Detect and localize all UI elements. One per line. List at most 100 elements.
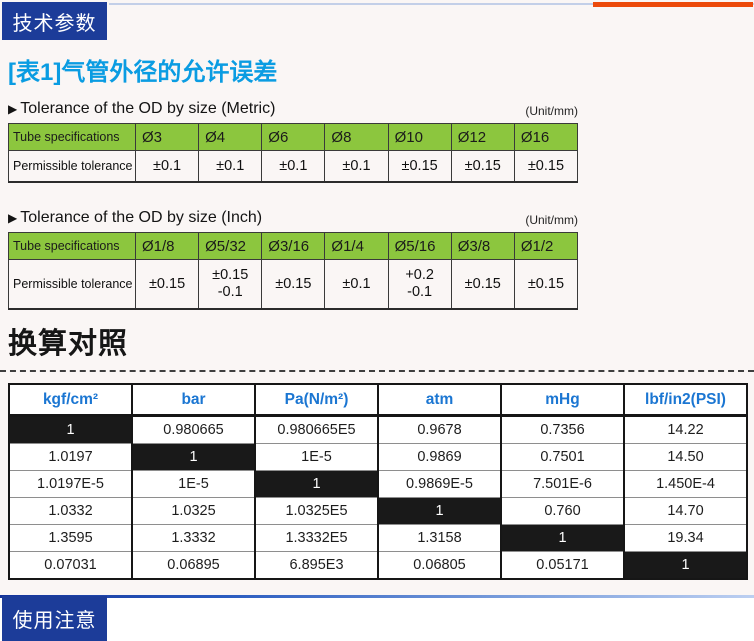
spec-size-cell: Ø12: [450, 123, 515, 151]
metric-caption-row: ▶ Tolerance of the OD by size (Metric) (U…: [8, 100, 578, 118]
conv-value-cell: 1.3158: [377, 524, 501, 552]
conv-value-cell: 0.7356: [500, 415, 624, 444]
conv-data-row: 1.3595 1.3332 1.3332E5 1.3158 1 19.34: [8, 524, 747, 552]
metric-caption-text: Tolerance of the OD by size (Metric): [20, 100, 276, 117]
spec-size-cell: Ø1/2: [513, 232, 579, 260]
spec-size-cell: Ø1/8: [134, 232, 200, 260]
spec-size-cell: Ø10: [387, 123, 452, 151]
conv-value-cell: 1E-5: [131, 470, 255, 498]
metric-unit-note: (Unit/mm): [525, 104, 578, 118]
page-bottom-strip: 使用注意: [0, 595, 754, 641]
conv-value-cell: 1.450E-4: [623, 470, 747, 498]
conv-header-cell: lbf/in2(PSI): [623, 384, 747, 417]
spec-size-cell: Ø16: [513, 123, 579, 151]
metric-caption: ▶ Tolerance of the OD by size (Metric): [8, 100, 275, 118]
inch-tolerance-table: Tube specifications Ø1/8 Ø5/32 Ø3/16 Ø1/4 Ø5/…: [8, 232, 579, 310]
top-divider-orange-segment: [593, 2, 753, 7]
spec-size-cell: Ø5/16: [387, 232, 452, 260]
top-divider-line: [109, 3, 754, 5]
conv-value-cell: 0.06805: [377, 551, 501, 579]
conv-diagonal-one-cell: 1: [500, 524, 624, 552]
spec-size-cell: Ø5/32: [198, 232, 263, 260]
conv-value-cell: 0.05171: [500, 551, 624, 579]
conv-value-cell: 1.0325E5: [254, 497, 378, 525]
conv-value-cell: 7.501E-6: [500, 470, 624, 498]
conv-value-cell: 1.0197: [8, 443, 132, 471]
unit-conversion-table: kgf/cm² bar Pa(N/m²) atm mHg lbf/in2(PSI) 1 0.9…: [8, 383, 748, 580]
inch-caption-row: ▶ Tolerance of the OD by size (Inch) (Uni…: [8, 209, 578, 227]
conv-value-cell: 0.980665: [131, 415, 255, 444]
spec-header-label-cell: Tube specifications: [8, 232, 136, 260]
spec-tolerance-cell: +0.2 -0.1: [387, 259, 452, 310]
inch-caption-text: Tolerance of the OD by size (Inch): [20, 209, 263, 226]
conv-value-cell: 1.0332: [8, 497, 132, 525]
spec-size-cell: Ø8: [324, 123, 389, 151]
dashed-divider: [0, 370, 754, 372]
spec-tolerance-cell: ±0.1: [324, 150, 389, 183]
spec-tolerance-cell: ±0.15: [513, 150, 579, 183]
conv-data-row: 1.0197 1 1E-5 0.9869 0.7501 14.50: [8, 443, 747, 471]
conv-data-row: 0.07031 0.06895 6.895E3 0.06805 0.05171 1: [8, 551, 747, 579]
conv-data-row: 1 0.980665 0.980665E5 0.9678 0.7356 14.22: [8, 415, 747, 444]
section-tab-label: 使用注意: [12, 610, 97, 632]
conv-diagonal-one-cell: 1: [8, 415, 132, 444]
conv-diagonal-one-cell: 1: [254, 470, 378, 498]
conv-header-cell: kgf/cm²: [8, 384, 132, 417]
conv-header-cell: Pa(N/m²): [254, 384, 378, 417]
conv-value-cell: 0.7501: [500, 443, 624, 471]
bottom-gradient-line: [0, 595, 754, 598]
spec-tolerance-cell: ±0.1: [261, 150, 326, 183]
spec-size-cell: Ø1/4: [324, 232, 389, 260]
spec-tolerance-cell: ±0.15 -0.1: [198, 259, 263, 310]
conv-value-cell: 19.34: [623, 524, 747, 552]
spec-tolerance-cell: ±0.15: [134, 259, 200, 310]
conv-header-cell: bar: [131, 384, 255, 417]
conv-value-cell: 0.07031: [8, 551, 132, 579]
conv-header-row: kgf/cm² bar Pa(N/m²) atm mHg lbf/in2(PSI): [8, 384, 747, 417]
conv-value-cell: 1.0197E-5: [8, 470, 132, 498]
spec-size-cell: Ø3: [134, 123, 200, 151]
conv-data-row: 1.0197E-5 1E-5 1 0.9869E-5 7.501E-6 1.450E-4: [8, 470, 747, 498]
spec-tolerance-cell: ±0.15: [513, 259, 579, 310]
spec-tolerance-cell: ±0.15: [261, 259, 326, 310]
metric-tolerance-table: Tube specifications Ø3 Ø4 Ø6 Ø8 Ø10 Ø12 Ø16 Perm…: [8, 123, 579, 183]
spec-tolerance-cell: ±0.1: [134, 150, 200, 183]
spec-size-cell: Ø3/16: [261, 232, 326, 260]
main-content: [表1]气管外径的允许误差 ▶ Tolerance of the OD by si…: [0, 58, 754, 580]
table1-title: [表1]气管外径的允许误差: [8, 59, 278, 86]
conv-value-cell: 0.760: [500, 497, 624, 525]
section-tab-technical-parameters: 技术参数: [2, 2, 107, 40]
spec-tolerance-cell: ±0.1: [198, 150, 263, 183]
spec-tolerance-cell: ±0.15: [387, 150, 452, 183]
conv-value-cell: 1.0325: [131, 497, 255, 525]
conv-header-cell: mHg: [500, 384, 624, 417]
conv-value-cell: 0.9678: [377, 415, 501, 444]
triangle-bullet-icon: ▶: [8, 102, 18, 116]
conv-value-cell: 0.980665E5: [254, 415, 378, 444]
conv-value-cell: 1.3332: [131, 524, 255, 552]
conv-value-cell: 6.895E3: [254, 551, 378, 579]
spec-tolerance-cell: ±0.1: [324, 259, 389, 310]
spec-size-cell: Ø4: [198, 123, 263, 151]
spec-tolerance-cell: ±0.15: [450, 259, 515, 310]
conv-data-row: 1.0332 1.0325 1.0325E5 1 0.760 14.70: [8, 497, 747, 525]
spec-tolerance-cell: ±0.15: [450, 150, 515, 183]
conv-value-cell: 14.50: [623, 443, 747, 471]
conv-value-cell: 14.70: [623, 497, 747, 525]
conv-value-cell: 14.22: [623, 415, 747, 444]
section-tab-label: 技术参数: [12, 12, 97, 35]
conv-header-cell: atm: [377, 384, 501, 417]
conv-diagonal-one-cell: 1: [131, 443, 255, 471]
triangle-bullet-icon: ▶: [8, 211, 18, 225]
spec-size-cell: Ø3/8: [450, 232, 515, 260]
spec-row-label-cell: Permissible tolerance: [8, 150, 136, 183]
conv-diagonal-one-cell: 1: [623, 551, 747, 579]
conversion-section-title: 换算对照: [8, 328, 129, 360]
conv-value-cell: 1.3595: [8, 524, 132, 552]
conv-value-cell: 0.9869: [377, 443, 501, 471]
spec-value-row: Permissible tolerance ±0.1 ±0.1 ±0.1 ±0.1 ±0.…: [8, 150, 579, 183]
spec-header-row: Tube specifications Ø3 Ø4 Ø6 Ø8 Ø10 Ø12 Ø16: [8, 123, 579, 151]
conv-value-cell: 1E-5: [254, 443, 378, 471]
conv-value-cell: 0.9869E-5: [377, 470, 501, 498]
spec-size-cell: Ø6: [261, 123, 326, 151]
